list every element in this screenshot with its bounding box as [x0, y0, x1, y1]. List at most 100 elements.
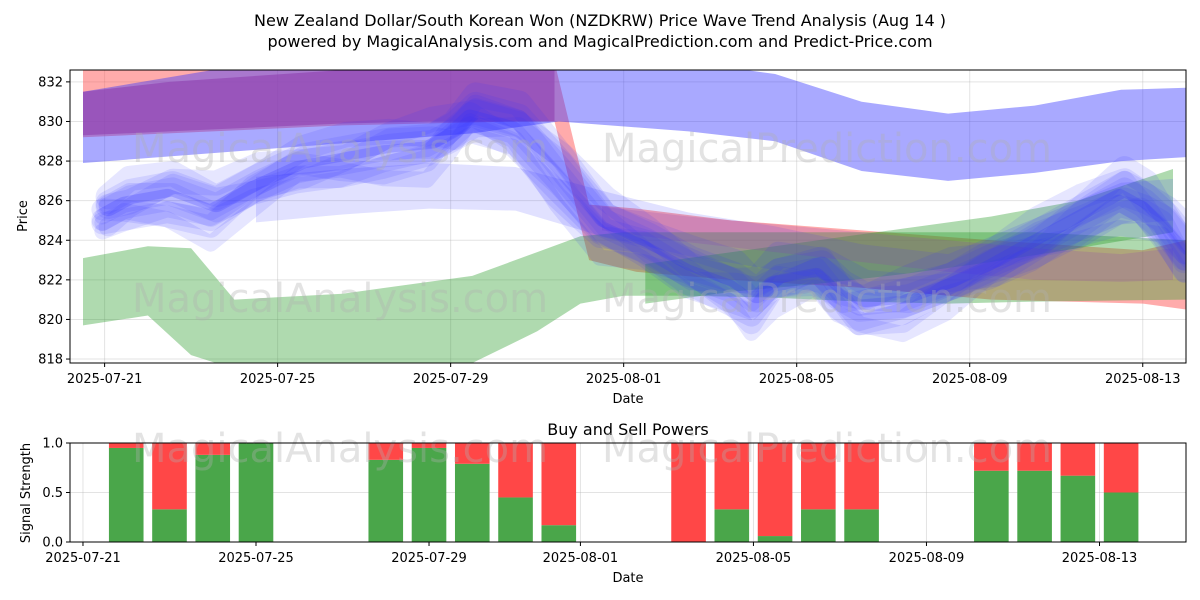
price-y-axis-label: Price	[16, 200, 31, 232]
signal-y-tick-label: 1.0	[42, 437, 63, 452]
signal-x-tick-label: 2025-07-21	[45, 551, 121, 566]
wave-line	[98, 98, 1186, 308]
signal-x-axis-label: Date	[612, 571, 643, 586]
buy-bar	[238, 443, 274, 542]
sell-bar	[195, 443, 231, 455]
price-waves	[91, 82, 1186, 343]
band-purple-band	[83, 70, 555, 136]
wave-line	[94, 126, 1186, 331]
signal-bars	[108, 443, 1139, 542]
buy-bar	[974, 470, 1009, 542]
band-red-band	[83, 70, 1186, 310]
sell-bar	[108, 443, 144, 448]
wave-line	[91, 102, 1186, 336]
price-x-tick-label: 2025-08-05	[759, 372, 835, 387]
band-blue-mid-band	[256, 163, 1173, 296]
signal-y-tick-label: 0.5	[42, 486, 63, 501]
sell-bar	[671, 443, 706, 542]
sell-bar	[1103, 443, 1139, 493]
buy-bar	[411, 447, 447, 542]
band-green-band	[83, 232, 1186, 363]
buy-bar	[1103, 492, 1139, 542]
price-axes-frame	[69, 69, 1187, 364]
sell-bar	[454, 443, 490, 464]
signal-y-tick-label: 0.0	[42, 536, 63, 551]
wave-line	[95, 91, 1186, 307]
signal-x-tick-label: 2025-08-09	[889, 551, 965, 566]
price-x-tick-label: 2025-07-25	[240, 372, 316, 387]
signal-x-tick-label: 2025-08-05	[716, 551, 792, 566]
price-y-tick-label: 818	[38, 353, 63, 368]
wave-line	[98, 117, 1186, 313]
price-x-tick-label: 2025-08-09	[932, 372, 1008, 387]
signal-y-ticks: 0.0 0.5 1.0	[42, 437, 70, 551]
price-x-axis-label: Date	[612, 392, 643, 407]
price-y-tick-label: 832	[38, 75, 63, 90]
buy-bar	[152, 509, 187, 542]
price-x-tick-label: 2025-08-13	[1105, 372, 1181, 387]
price-y-tick-label: 822	[38, 273, 63, 288]
buy-bar	[108, 447, 144, 542]
buy-bar	[757, 536, 793, 542]
sell-bar	[411, 443, 447, 448]
sell-bar	[498, 443, 533, 498]
price-y-tick-label: 830	[38, 115, 63, 130]
price-y-tick-label: 824	[38, 234, 63, 249]
sell-bar	[368, 443, 404, 460]
price-x-ticks: 2025-07-21 2025-07-25 2025-07-29 2025-08-01…	[67, 363, 1181, 387]
price-bands	[83, 70, 1186, 363]
sell-bar	[974, 443, 1009, 471]
wave-line	[91, 109, 1186, 322]
signal-x-tick-label: 2025-08-13	[1062, 551, 1138, 566]
watermark-right-top: MagicalPrediction.com	[602, 126, 1052, 172]
watermark-left-top: MagicalAnalysis.com	[132, 126, 548, 172]
buy-bar	[454, 463, 490, 542]
watermark-left-mid: MagicalAnalysis.com	[132, 276, 548, 322]
sell-bar	[757, 443, 793, 537]
sell-bar	[801, 443, 836, 510]
buy-bar	[844, 509, 879, 542]
buy-bar	[801, 509, 836, 542]
signal-x-tick-label: 2025-07-29	[391, 551, 467, 566]
chart-title-line1: New Zealand Dollar/South Korean Won (NZD…	[254, 11, 946, 30]
signal-y-axis-label: Signal Strength	[19, 443, 34, 543]
watermark-left-bottom: MagicalAnalysis.com	[132, 426, 548, 472]
buy-bar	[368, 459, 404, 542]
price-x-tick-label: 2025-07-21	[67, 372, 143, 387]
signal-x-tick-label: 2025-07-25	[218, 551, 294, 566]
wave-line	[91, 116, 1186, 336]
signal-x-ticks: 2025-07-21 2025-07-25 2025-07-29 2025-08-01…	[45, 542, 1137, 566]
price-x-tick-label: 2025-07-29	[413, 372, 489, 387]
buy-bar	[195, 454, 231, 542]
wave-line	[95, 82, 1186, 299]
price-x-tick-label: 2025-08-01	[586, 372, 662, 387]
price-y-tick-label: 820	[38, 313, 63, 328]
watermark-right-bottom: MagicalPrediction.com	[602, 426, 1052, 472]
signal-x-tick-label: 2025-08-01	[543, 551, 619, 566]
chart-title-line2: powered by MagicalAnalysis.com and Magic…	[267, 32, 932, 51]
buy-bar	[1017, 470, 1052, 542]
buy-bar	[541, 525, 577, 542]
sell-bar	[844, 443, 879, 510]
signal-chart-title: Buy and Sell Powers	[547, 420, 709, 439]
wave-line	[98, 94, 1186, 314]
wave-line	[94, 113, 1186, 343]
sell-bar	[1060, 443, 1096, 476]
buy-bar	[714, 509, 750, 542]
price-y-tick-label: 828	[38, 155, 63, 170]
buy-bar	[1060, 475, 1096, 542]
price-y-ticks: 818 820 822 824 826 828 830 832	[38, 75, 70, 368]
sell-bar	[714, 443, 750, 510]
watermark-right-mid: MagicalPrediction.com	[602, 276, 1052, 322]
band-green-rise	[645, 169, 1173, 304]
band-purple-lower-band	[602, 206, 1173, 282]
wave-line	[94, 109, 1186, 316]
price-y-tick-label: 826	[38, 194, 63, 209]
wave-line	[95, 99, 1186, 311]
buy-bar	[498, 497, 533, 542]
sell-bar	[541, 443, 577, 526]
sell-bar	[152, 443, 187, 510]
sell-bar	[1017, 443, 1052, 471]
